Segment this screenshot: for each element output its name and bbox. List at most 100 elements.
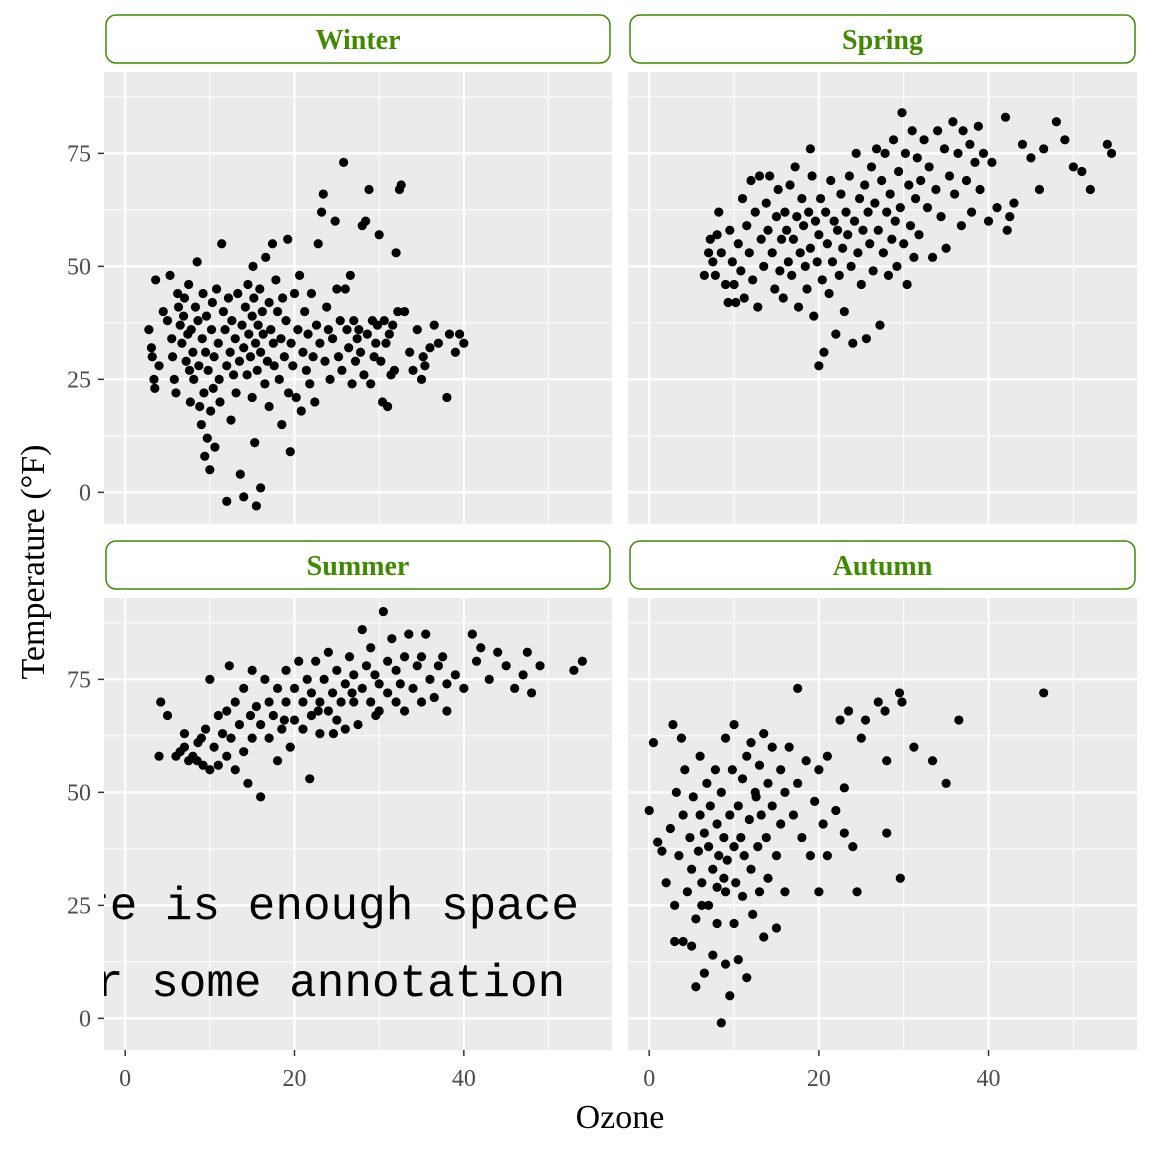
data-point — [1000, 112, 1011, 122]
data-point — [776, 765, 786, 775]
data-point — [727, 765, 737, 775]
data-point — [687, 864, 697, 874]
data-point — [831, 329, 841, 339]
data-point — [733, 239, 743, 249]
data-point — [668, 719, 678, 730]
data-point — [725, 225, 735, 235]
data-point — [185, 397, 195, 407]
data-point — [653, 837, 663, 847]
data-point — [501, 661, 511, 671]
data-point — [389, 365, 400, 375]
data-point — [1102, 139, 1112, 149]
data-point — [716, 248, 726, 258]
data-point — [817, 275, 827, 285]
data-point — [773, 184, 783, 195]
data-point — [217, 729, 228, 739]
data-point — [416, 697, 427, 707]
data-point — [712, 918, 722, 929]
data-point — [691, 982, 701, 992]
data-point — [344, 343, 354, 353]
data-point — [257, 306, 267, 317]
data-point — [756, 234, 766, 244]
data-point — [708, 257, 718, 267]
data-point — [256, 719, 266, 730]
data-point — [323, 325, 333, 335]
data-point — [759, 729, 769, 739]
data-point — [814, 887, 824, 897]
data-point — [890, 216, 900, 226]
data-point — [776, 234, 787, 244]
data-point — [751, 792, 761, 802]
data-point — [239, 343, 249, 353]
data-point — [753, 842, 763, 852]
data-point — [208, 383, 218, 393]
data-point — [230, 697, 240, 707]
data-point — [294, 656, 304, 666]
data-point — [315, 729, 325, 739]
data-point — [268, 338, 278, 348]
data-point — [305, 379, 315, 389]
data-point — [293, 325, 303, 335]
data-point — [396, 180, 406, 190]
data-point — [323, 647, 333, 657]
data-point — [195, 401, 205, 412]
data-point — [800, 261, 810, 271]
data-point — [247, 311, 257, 321]
data-point — [328, 334, 338, 344]
data-point — [201, 347, 211, 357]
data-point — [249, 293, 259, 303]
data-point — [676, 733, 687, 743]
data-point — [347, 379, 357, 389]
data-point — [526, 688, 537, 698]
data-point — [371, 338, 381, 348]
data-point — [370, 670, 380, 680]
data-point — [793, 302, 804, 312]
data-point — [1017, 139, 1028, 149]
data-point — [325, 374, 335, 384]
data-point — [854, 193, 865, 204]
data-point — [197, 334, 207, 344]
data-point — [418, 352, 428, 362]
data-point — [384, 329, 394, 339]
data-point — [251, 701, 261, 712]
data-point — [892, 261, 902, 271]
data-point — [746, 864, 756, 874]
data-point — [771, 851, 782, 861]
data-point — [459, 338, 469, 348]
data-point — [291, 392, 301, 403]
data-point — [281, 316, 291, 326]
data-point — [756, 810, 766, 820]
data-point — [720, 279, 731, 290]
data-point — [905, 221, 916, 231]
data-point — [695, 810, 705, 820]
data-point — [260, 379, 270, 389]
data-point — [198, 760, 208, 770]
data-point — [763, 778, 773, 788]
data-point — [285, 447, 295, 457]
data-point — [256, 347, 266, 357]
data-point — [222, 361, 232, 371]
y-axis-title: Temperature (°F) — [15, 445, 52, 680]
data-point — [810, 796, 820, 807]
data-point — [369, 352, 379, 362]
data-point — [780, 887, 790, 897]
data-point — [705, 801, 715, 811]
data-point — [765, 171, 775, 181]
data-point — [144, 325, 154, 335]
data-point — [194, 361, 204, 371]
data-point — [812, 257, 822, 267]
data-point — [807, 171, 817, 181]
data-point — [251, 501, 261, 511]
data-point — [909, 742, 919, 752]
data-point — [298, 724, 308, 734]
data-point — [1060, 135, 1070, 145]
data-point — [269, 361, 279, 371]
data-point — [894, 166, 904, 177]
data-point — [708, 950, 718, 960]
data-point — [308, 352, 318, 362]
data-point — [206, 325, 217, 335]
data-point — [361, 216, 371, 226]
data-point — [661, 878, 671, 888]
data-point — [761, 198, 771, 208]
data-point — [234, 719, 245, 730]
